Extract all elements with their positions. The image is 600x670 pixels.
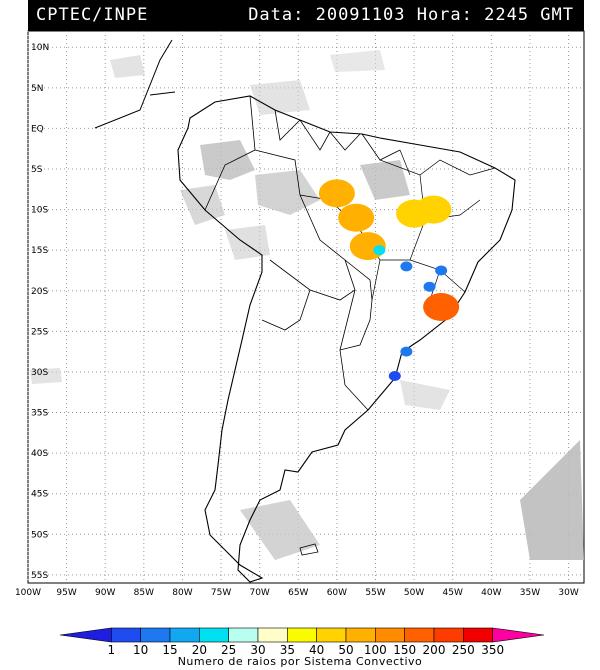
datetime-label: Data: 20091103 Hora: 2245 GMT <box>248 5 574 25</box>
lat-tick-label: 25S <box>31 327 48 337</box>
colorbar-swatch <box>257 627 288 643</box>
colorbar-tick-label: 30 <box>250 643 265 657</box>
lightning-cluster <box>415 195 452 224</box>
lon-tick-label: 45W <box>443 588 463 598</box>
lat-tick-label: 35S <box>31 409 48 419</box>
lat-tick-label: 5S <box>31 165 43 175</box>
colorbar-tick-label: 10 <box>133 643 148 657</box>
colorbar-swatch <box>140 627 171 643</box>
colorbar-swatch <box>59 627 112 643</box>
colorbar-tick-label: 350 <box>481 643 504 657</box>
lat-tick-label: 15S <box>31 246 48 256</box>
lat-tick-label: 10S <box>31 206 48 216</box>
colorbar-tick-label: 250 <box>452 643 475 657</box>
lon-tick-label: 30W <box>558 588 578 598</box>
lon-tick-label: 100W <box>15 588 41 598</box>
lon-tick-label: 90W <box>95 588 115 598</box>
colorbar-tick-label: 40 <box>309 643 324 657</box>
colorbar-tick-label: 200 <box>423 643 446 657</box>
colorbar-swatch <box>492 627 545 643</box>
lightning-cluster <box>423 293 460 321</box>
lightning-cluster <box>338 203 375 232</box>
colorbar-tick-label: 20 <box>192 643 207 657</box>
lon-tick-label: 40W <box>481 588 501 598</box>
lon-tick-label: 70W <box>249 588 269 598</box>
colorbar-title: Numero de raios por Sistema Convectivo <box>178 655 423 668</box>
colorbar-tick-label: 15 <box>162 643 177 657</box>
lightning-cluster <box>423 281 436 292</box>
lon-tick-label: 65W <box>288 588 308 598</box>
lightning-cluster <box>318 179 355 208</box>
colorbar-swatch <box>169 627 200 643</box>
colorbar: 1 10 15 20 25 30 35 40 50 100 150 200 250 350 <box>59 627 545 657</box>
colorbar-tick-label: 25 <box>221 643 236 657</box>
lat-tick-label: 45S <box>31 490 48 500</box>
lon-tick-label: 95W <box>56 588 76 598</box>
lat-tick-label: 50S <box>31 530 48 540</box>
lightning-cluster <box>388 371 401 381</box>
colorbar-swatch <box>375 627 405 643</box>
map-frame <box>27 30 585 584</box>
axis-labels: 10N 5N EQ 5S 10S 15S 20S 25S 30S 35S 40S 45S 50S 55S 1… <box>15 43 579 598</box>
colorbar-swatch <box>463 627 493 643</box>
colorbar-swatch <box>111 627 141 643</box>
lat-tick-label: 40S <box>31 449 48 459</box>
lon-tick-label: 50W <box>404 588 424 598</box>
colorbar-tick-label: 100 <box>364 643 387 657</box>
lon-tick-label: 75W <box>211 588 231 598</box>
cloud-cover <box>30 50 584 560</box>
colorbar-swatch <box>287 627 317 643</box>
map-header: CPTEC/INPE Data: 20091103 Hora: 2245 GMT <box>28 0 584 31</box>
colorbar-swatch <box>345 627 376 643</box>
colorbar-swatch <box>199 627 229 643</box>
lat-tick-label: EQ <box>31 124 44 134</box>
colorbar-tick-label: 1 <box>108 643 116 657</box>
lon-tick-label: 55W <box>365 588 385 598</box>
lat-tick-label: 5N <box>31 84 43 94</box>
colorbar-tick-label: 150 <box>393 643 416 657</box>
colorbar-tick-label: 35 <box>280 643 295 657</box>
colorbar-swatch <box>228 627 259 643</box>
lat-tick-label: 10N <box>31 43 49 53</box>
lon-tick-label: 80W <box>172 588 192 598</box>
colorbar-swatch <box>404 627 435 643</box>
colorbar-tick-label: 50 <box>338 643 353 657</box>
colorbar-swatch <box>433 627 464 643</box>
lat-lon-grid <box>27 31 584 583</box>
lon-tick-label: 35W <box>520 588 540 598</box>
lightning-cluster <box>400 261 413 272</box>
lightning-clusters <box>318 179 460 381</box>
lightning-cluster <box>435 265 448 276</box>
lon-tick-label: 85W <box>134 588 154 598</box>
lat-tick-label: 30S <box>31 368 48 378</box>
lon-tick-label: 60W <box>327 588 347 598</box>
lat-tick-label: 20S <box>31 287 48 297</box>
colorbar-swatch <box>316 627 347 643</box>
lightning-cluster <box>400 346 413 357</box>
source-label: CPTEC/INPE <box>36 5 149 25</box>
lat-tick-label: 55S <box>31 571 48 581</box>
lightning-cluster <box>373 245 386 256</box>
